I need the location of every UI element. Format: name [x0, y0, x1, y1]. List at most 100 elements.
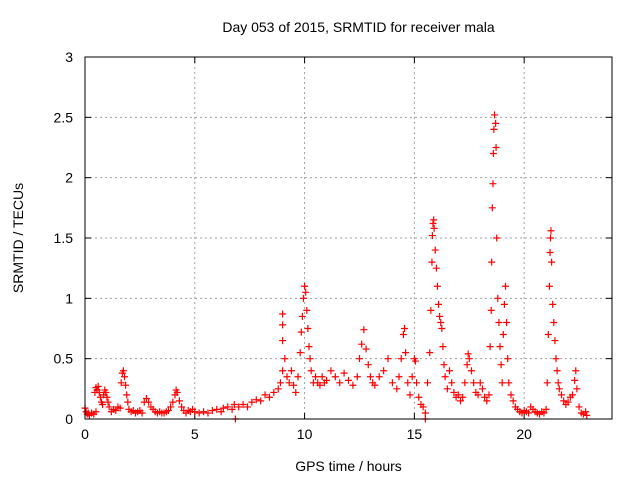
data-point: [208, 407, 216, 415]
data-point: [213, 405, 221, 413]
data-point: [454, 391, 462, 399]
data-point: [138, 409, 146, 417]
data-point: [204, 409, 212, 417]
data-point: [279, 367, 287, 375]
data-point: [353, 373, 361, 381]
data-point: [303, 306, 311, 314]
data-point: [375, 373, 383, 381]
data-point: [248, 398, 256, 406]
data-point: [494, 294, 502, 302]
data-point: [252, 396, 260, 404]
data-point: [467, 367, 475, 375]
data-point: [117, 379, 125, 387]
data-point: [371, 381, 379, 389]
data-point: [301, 282, 309, 290]
data-point: [239, 401, 247, 409]
data-point: [419, 403, 427, 411]
data-point: [164, 407, 172, 415]
x-tick-label: 10: [297, 426, 313, 442]
data-point: [488, 204, 496, 212]
data-point: [492, 119, 500, 127]
data-point: [384, 355, 392, 363]
data-point: [404, 379, 412, 387]
y-axis-label: SRMTID / TECUs: [10, 183, 26, 293]
data-point: [167, 403, 175, 411]
data-point: [123, 391, 131, 399]
data-point: [486, 343, 494, 351]
data-point: [399, 331, 407, 339]
data-point: [406, 391, 414, 399]
data-point: [302, 288, 310, 296]
data-point: [470, 379, 478, 387]
data-point: [440, 361, 448, 369]
data-point: [388, 379, 396, 387]
data-point: [540, 409, 548, 417]
data-point: [219, 404, 227, 412]
data-point: [331, 373, 339, 381]
data-point: [465, 355, 473, 363]
data-point: [292, 388, 300, 396]
data-point: [230, 401, 238, 409]
data-point: [349, 381, 357, 389]
data-point: [493, 234, 501, 242]
data-point: [545, 282, 553, 290]
data-point: [408, 373, 416, 381]
data-point: [463, 361, 471, 369]
data-point: [142, 394, 150, 402]
data-point: [336, 379, 344, 387]
y-tick-label: 1.5: [54, 230, 74, 246]
data-point: [554, 379, 562, 387]
chart-title: Day 053 of 2015, SRMTID for receiver mal…: [222, 19, 495, 35]
data-point: [429, 220, 437, 228]
data-point: [443, 385, 451, 393]
grid-lines: [85, 57, 612, 419]
data-point: [495, 318, 503, 326]
data-point: [496, 343, 504, 351]
data-point: [572, 367, 580, 375]
data-point: [476, 379, 484, 387]
x-axis-label: GPS time / hours: [295, 458, 402, 474]
data-point: [555, 385, 563, 393]
data-point: [433, 282, 441, 290]
data-point: [265, 393, 273, 401]
data-markers: [81, 111, 591, 423]
data-point: [548, 258, 556, 266]
y-tick-label: 2.5: [54, 109, 74, 125]
data-point: [478, 385, 486, 393]
data-point: [305, 343, 313, 351]
data-point: [439, 343, 447, 351]
y-tick-label: 2: [65, 170, 73, 186]
data-point: [450, 388, 458, 396]
data-point: [103, 393, 111, 401]
data-point: [306, 355, 314, 363]
data-point: [121, 373, 129, 381]
data-point: [95, 388, 103, 396]
data-point: [542, 405, 550, 413]
data-point: [224, 403, 232, 411]
data-point: [257, 397, 265, 405]
data-point: [421, 409, 429, 417]
data-point: [560, 397, 568, 405]
data-point: [464, 350, 472, 358]
data-point: [200, 408, 208, 416]
data-point: [366, 373, 374, 381]
data-point: [456, 397, 464, 405]
data-point: [402, 349, 410, 357]
data-point: [364, 361, 372, 369]
data-point: [285, 379, 293, 387]
data-point: [296, 349, 304, 357]
data-point: [318, 373, 326, 381]
data-point: [571, 376, 579, 384]
data-point: [119, 367, 127, 375]
data-point: [243, 403, 251, 411]
data-point: [276, 379, 284, 387]
data-point: [568, 391, 576, 399]
data-point: [400, 325, 408, 332]
x-tick-label: 15: [407, 426, 423, 442]
data-point: [290, 381, 298, 389]
data-point: [178, 403, 186, 411]
data-point: [316, 381, 324, 389]
data-point: [557, 391, 565, 399]
data-point: [358, 340, 366, 348]
